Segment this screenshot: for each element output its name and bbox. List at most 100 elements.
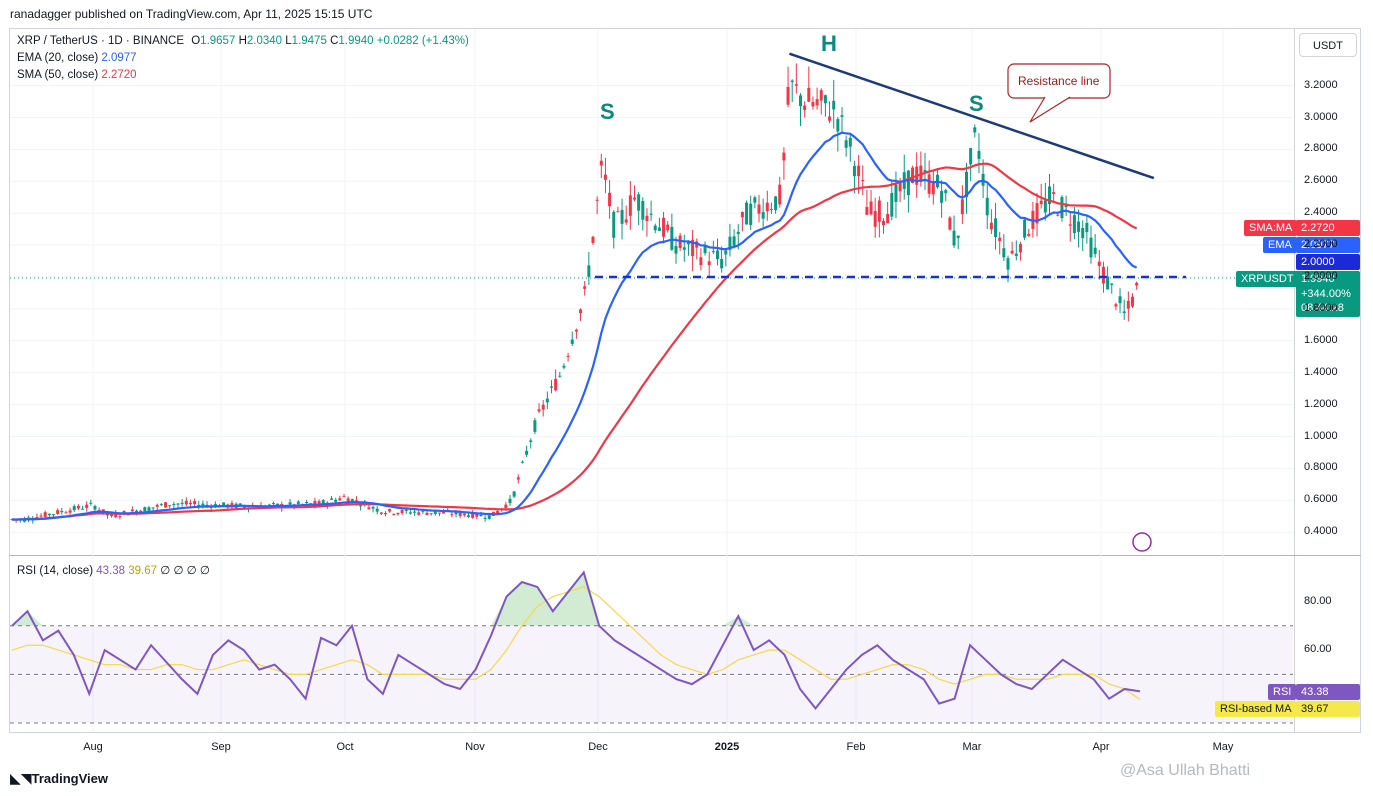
candle-body bbox=[740, 211, 744, 218]
candle-body bbox=[1002, 248, 1006, 258]
candle-body bbox=[388, 508, 392, 512]
candle-body bbox=[143, 507, 147, 512]
candle-body bbox=[222, 502, 226, 506]
candle-body bbox=[180, 502, 184, 504]
candle-body bbox=[520, 461, 524, 463]
candle-body bbox=[122, 511, 126, 513]
candle-body bbox=[89, 502, 93, 504]
candle-body bbox=[844, 140, 848, 148]
price-tick-label: 2.6000 bbox=[1304, 174, 1338, 187]
candle-body bbox=[720, 259, 724, 269]
ema-tag-label: EMA bbox=[1263, 237, 1297, 253]
candle-body bbox=[944, 190, 948, 194]
candle-body bbox=[1126, 300, 1130, 309]
candle-body bbox=[803, 105, 807, 111]
candle-body bbox=[338, 498, 342, 501]
rsi-band-fill bbox=[10, 625, 1293, 723]
candle-body bbox=[508, 498, 512, 504]
candle-body bbox=[242, 506, 246, 508]
candle-body bbox=[666, 224, 670, 231]
candle-body bbox=[765, 202, 769, 212]
candle-body bbox=[624, 219, 628, 223]
time-tick-label: 2025 bbox=[714, 741, 740, 753]
candle-body bbox=[774, 196, 778, 211]
main-legend: XRP / TetherUS · 1D · BINANCE O1.9657 H2… bbox=[17, 35, 469, 81]
candle-body bbox=[998, 237, 1002, 242]
candle-body bbox=[130, 509, 134, 512]
sma-tag-value: 2.2720 bbox=[1296, 220, 1360, 236]
head-label[interactable]: H bbox=[821, 31, 837, 56]
candle-body bbox=[749, 203, 753, 225]
symbol-label[interactable]: XRP / TetherUS · 1D · BINANCE bbox=[17, 35, 185, 47]
rsi-ma-tag-value: 39.67 bbox=[1296, 701, 1360, 717]
candle-body bbox=[371, 506, 375, 509]
rsi-legend-label[interactable]: RSI (14, close) bbox=[17, 565, 94, 577]
candle-body bbox=[911, 167, 915, 183]
rsi-ma-tag-label: RSI-based MA bbox=[1215, 701, 1297, 717]
currency-button[interactable]: USDT bbox=[1299, 33, 1357, 57]
candle-body bbox=[467, 515, 470, 518]
close-value: 1.9940 bbox=[338, 35, 374, 47]
candle-body bbox=[711, 251, 715, 253]
sma-legend-label[interactable]: SMA (50, close) bbox=[17, 69, 99, 81]
tradingview-footer[interactable]: ◣◥ TradingView bbox=[10, 770, 108, 787]
pane-divider[interactable] bbox=[9, 555, 1361, 556]
candle-body bbox=[1106, 276, 1110, 290]
candle-body bbox=[450, 514, 454, 516]
candle-body bbox=[649, 213, 653, 215]
candle-body bbox=[201, 503, 205, 506]
candle-body bbox=[433, 511, 437, 514]
candle-body bbox=[429, 513, 433, 515]
candle-body bbox=[794, 84, 798, 86]
candle-body bbox=[608, 192, 612, 207]
candle-body bbox=[1060, 197, 1064, 219]
candle-body bbox=[537, 409, 541, 412]
left-shoulder-label[interactable]: S bbox=[600, 99, 615, 124]
candle-body bbox=[525, 450, 529, 455]
candle-body bbox=[155, 504, 159, 507]
candle-body bbox=[985, 197, 989, 216]
candle-body bbox=[1101, 266, 1105, 284]
resistance-trendline bbox=[789, 52, 1155, 180]
last-price-box: 1.9940 +344.00% 08:44:28 bbox=[1296, 271, 1360, 317]
price-tick-label: 3.0000 bbox=[1304, 110, 1338, 123]
resistance-callout-text[interactable]: Resistance line bbox=[1018, 74, 1100, 88]
candle-body bbox=[1081, 227, 1085, 239]
price-tick-label: 1.8000 bbox=[1304, 301, 1338, 314]
candle-body bbox=[857, 165, 861, 177]
candle-body bbox=[674, 245, 678, 254]
candle-body bbox=[836, 119, 840, 132]
candle-body bbox=[392, 513, 396, 515]
candle-body bbox=[545, 398, 549, 403]
candle-body bbox=[97, 509, 101, 512]
candle-body bbox=[72, 506, 76, 511]
rsi-tick-label: 80.00 bbox=[1304, 594, 1332, 607]
time-tick-label: Apr bbox=[1092, 741, 1110, 753]
candle-body bbox=[832, 100, 836, 110]
ema-legend-label[interactable]: EMA (20, close) bbox=[17, 52, 99, 64]
time-tick-label: Feb bbox=[846, 741, 866, 753]
candle-body bbox=[288, 502, 292, 505]
watermark: @Asa Ullah Bhatti bbox=[1120, 762, 1251, 779]
candle-body bbox=[960, 199, 964, 215]
right-shoulder-label[interactable]: S bbox=[969, 91, 984, 116]
candle-body bbox=[699, 257, 703, 266]
candle-body bbox=[778, 184, 782, 205]
sma-tag-label: SMA:MA bbox=[1244, 220, 1298, 236]
rsi-tag-label: RSI bbox=[1268, 684, 1297, 700]
candle-body bbox=[479, 514, 483, 517]
ema-legend-value: 2.0977 bbox=[101, 52, 137, 64]
candle-body bbox=[1077, 221, 1081, 232]
candle-body bbox=[43, 512, 47, 517]
ema20-line bbox=[11, 131, 1138, 521]
candle-body bbox=[612, 211, 616, 238]
candle-body bbox=[437, 512, 441, 514]
candle-body bbox=[757, 204, 761, 214]
candle-body bbox=[529, 440, 533, 443]
candle-body bbox=[379, 512, 383, 514]
candle-body bbox=[462, 513, 466, 516]
candle-body bbox=[159, 504, 163, 506]
candle-body bbox=[1097, 261, 1101, 267]
candle-body bbox=[1018, 244, 1022, 253]
